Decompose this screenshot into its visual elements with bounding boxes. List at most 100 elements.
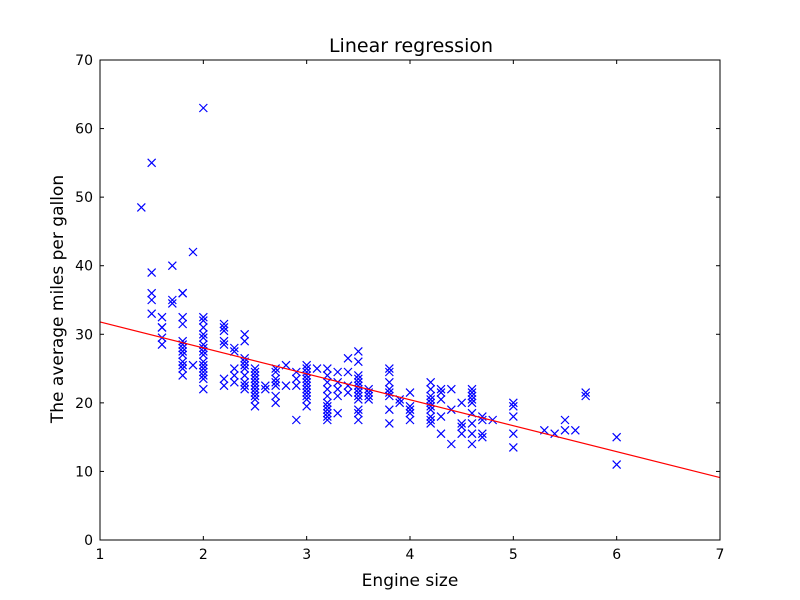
data-point <box>198 360 208 370</box>
data-point <box>353 388 363 397</box>
x-tick-label: 5 <box>509 547 518 563</box>
data-point <box>426 419 436 428</box>
data-point <box>291 374 301 384</box>
data-point <box>167 299 177 308</box>
data-point <box>467 439 477 449</box>
data-point <box>467 395 477 404</box>
data-point <box>136 203 146 212</box>
data-point <box>364 395 374 404</box>
x-tick-label: 1 <box>96 547 105 563</box>
data-point <box>219 381 229 391</box>
data-point <box>446 384 456 394</box>
data-point <box>322 401 332 411</box>
data-point <box>457 429 467 439</box>
data-point <box>457 422 467 432</box>
data-point <box>240 336 250 346</box>
data-point <box>364 391 374 401</box>
data-point <box>167 295 177 305</box>
data-point <box>353 408 363 418</box>
data-point <box>426 415 436 425</box>
data-point <box>384 367 394 377</box>
chart-title: Linear regression <box>329 35 493 57</box>
marks-layer <box>99 103 721 479</box>
data-point <box>612 460 622 469</box>
data-point <box>508 398 518 408</box>
data-point <box>240 364 250 373</box>
data-point <box>612 432 622 442</box>
data-point <box>219 340 229 349</box>
data-point <box>436 429 446 439</box>
data-point <box>147 309 157 319</box>
data-point <box>250 367 260 377</box>
data-point <box>477 432 487 442</box>
data-point <box>312 364 322 373</box>
data-point <box>467 429 477 439</box>
data-point <box>250 377 260 387</box>
data-point <box>271 367 281 377</box>
data-point <box>384 364 394 373</box>
data-point <box>250 388 260 397</box>
data-point <box>271 398 281 408</box>
y-tick-label: 70 <box>75 53 93 69</box>
data-point <box>353 381 363 391</box>
data-point <box>240 384 250 394</box>
y-tick-label: 40 <box>75 259 93 275</box>
data-point <box>240 329 250 339</box>
data-point <box>467 398 477 408</box>
data-point <box>333 408 343 418</box>
data-point <box>198 357 208 367</box>
data-point <box>343 367 353 377</box>
data-point <box>467 391 477 401</box>
data-point <box>281 381 291 391</box>
data-point <box>291 415 301 425</box>
data-point <box>436 388 446 397</box>
data-point <box>291 367 301 377</box>
data-point <box>271 377 281 387</box>
data-point <box>271 374 281 384</box>
x-tick-label: 7 <box>716 547 725 563</box>
data-point <box>560 415 570 425</box>
data-point <box>302 401 312 411</box>
data-point <box>446 439 456 449</box>
data-point <box>322 364 332 373</box>
data-point <box>291 381 301 391</box>
data-point <box>322 415 332 425</box>
data-point <box>260 381 270 391</box>
y-tick-label: 10 <box>75 464 93 480</box>
data-point <box>426 401 436 411</box>
data-point <box>353 415 363 425</box>
data-point <box>343 388 353 397</box>
data-point <box>333 384 343 394</box>
data-point <box>260 384 270 394</box>
data-point <box>302 391 312 401</box>
data-point <box>240 371 250 380</box>
data-point <box>250 371 260 380</box>
data-point <box>198 312 208 322</box>
data-point <box>405 401 415 411</box>
data-point <box>198 323 208 332</box>
x-tick-label: 6 <box>612 547 621 563</box>
data-point <box>302 384 312 394</box>
data-point <box>353 405 363 415</box>
data-point <box>353 374 363 384</box>
data-point <box>188 360 198 370</box>
data-point <box>157 340 167 349</box>
data-point <box>219 374 229 384</box>
data-point <box>426 384 436 394</box>
data-point <box>508 429 518 439</box>
data-point <box>178 371 188 380</box>
data-point <box>147 295 157 305</box>
data-point <box>250 401 260 411</box>
data-point <box>384 384 394 394</box>
data-point <box>322 405 332 415</box>
data-point <box>157 312 167 322</box>
data-point <box>322 391 332 401</box>
data-point <box>157 323 167 332</box>
x-tick-label: 3 <box>302 547 311 563</box>
data-point <box>508 443 518 452</box>
data-point <box>198 316 208 325</box>
data-point <box>426 405 436 415</box>
data-point <box>333 367 343 377</box>
data-point <box>477 412 487 421</box>
data-point <box>178 288 188 298</box>
